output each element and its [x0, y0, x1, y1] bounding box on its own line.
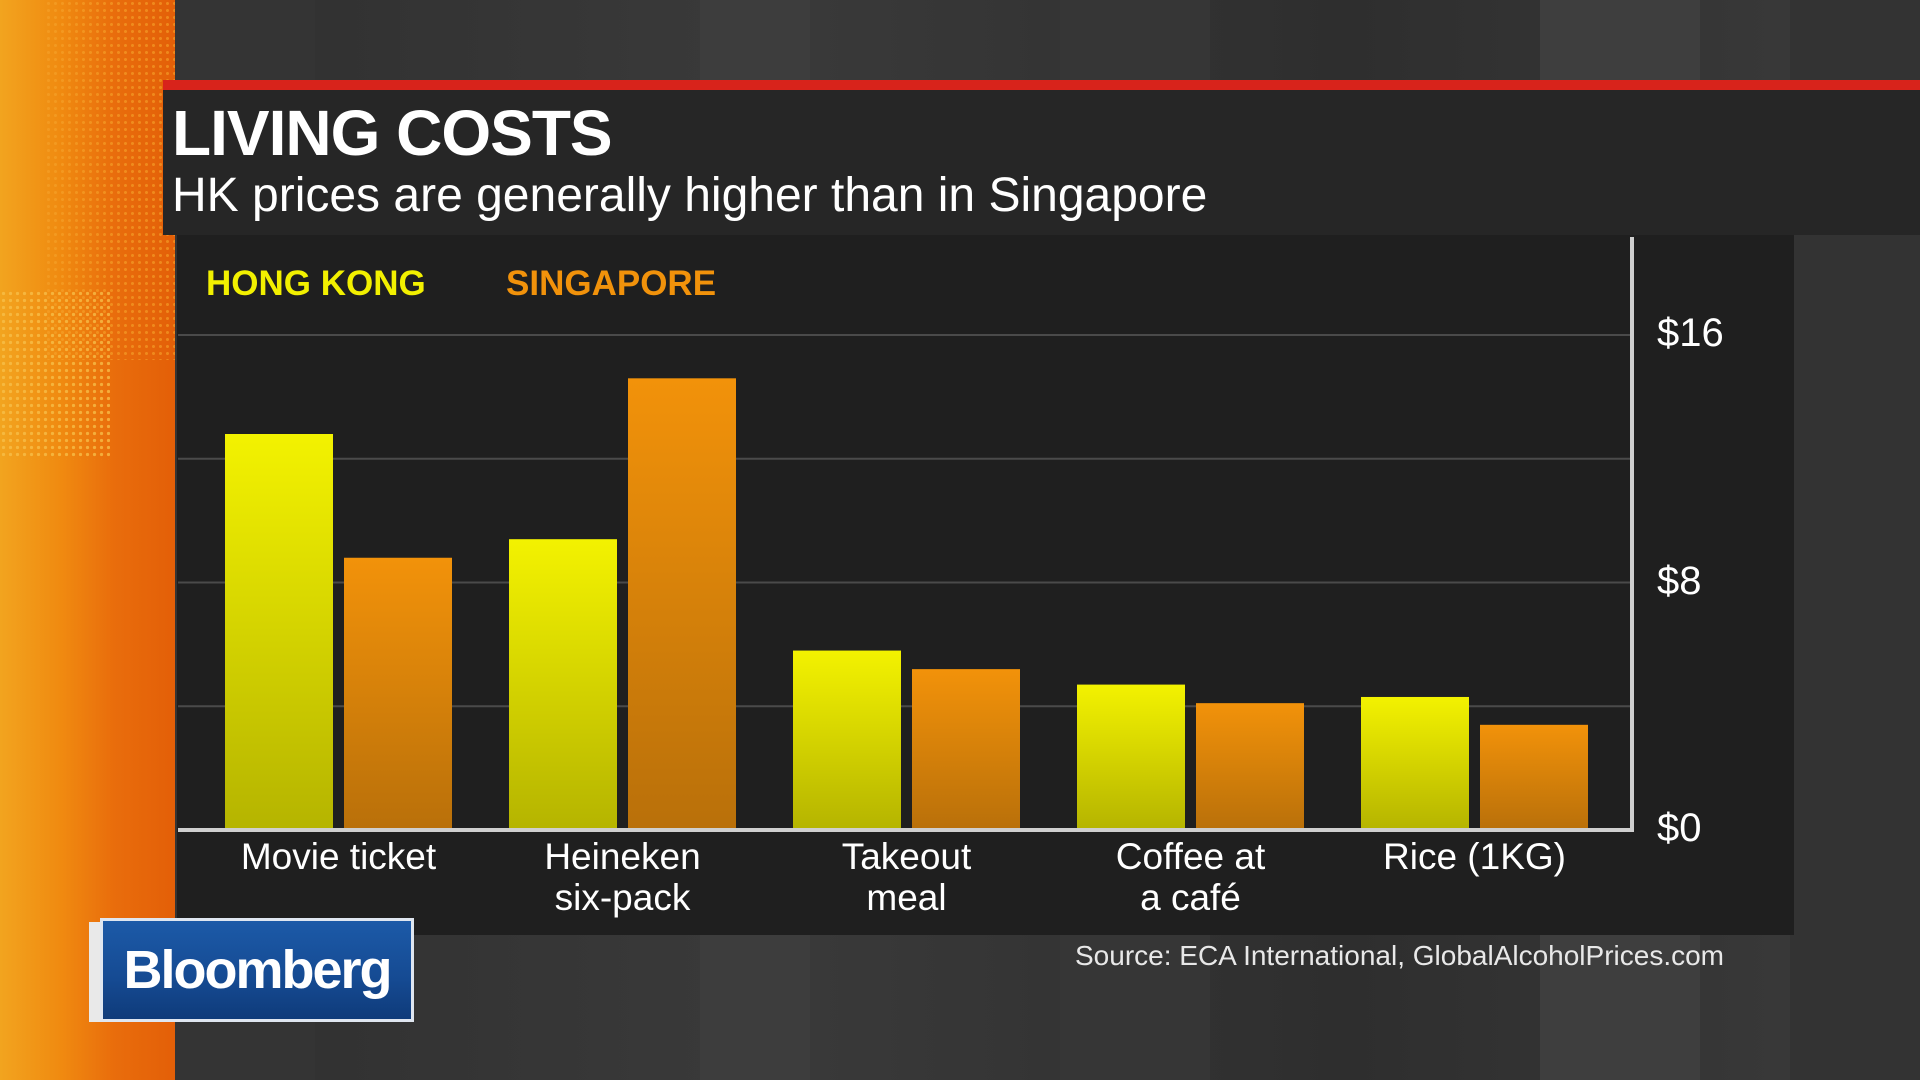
header-accent-line: [163, 80, 1920, 90]
category-label: Coffee at a café: [1051, 836, 1331, 918]
bar-singapore: [912, 669, 1020, 830]
halftone-pattern: [0, 290, 110, 460]
bar-hong-kong: [793, 650, 901, 830]
category-label-line: Heineken: [544, 836, 701, 877]
header-band: [163, 80, 1920, 235]
category-label-line: Rice (1KG): [1383, 836, 1566, 877]
category-label: Rice (1KG): [1335, 836, 1615, 877]
orange-side-panel: [0, 0, 175, 1080]
y-tick-label: $8: [1657, 558, 1702, 603]
logo-edge: [89, 922, 101, 1022]
chart-title: LIVING COSTS: [172, 97, 613, 169]
bar-hong-kong: [1077, 684, 1185, 830]
bar-singapore: [628, 378, 736, 830]
category-label-line: six-pack: [554, 877, 691, 918]
category-label-line: meal: [866, 877, 947, 918]
logo-text: Bloomberg: [123, 940, 392, 1000]
source-note: Source: ECA International, GlobalAlcohol…: [1075, 940, 1724, 971]
legend-hong-kong: HONG KONG: [206, 264, 426, 303]
y-tick-label: $16: [1657, 311, 1724, 355]
bar-singapore: [344, 557, 452, 830]
y-tick-label: $0: [1657, 806, 1702, 850]
category-label-line: Takeout: [841, 836, 972, 877]
category-label-line: Movie ticket: [240, 836, 437, 877]
bar-hong-kong: [509, 539, 617, 830]
category-label-line: Coffee at: [1115, 836, 1266, 877]
category-label: Heineken six-pack: [483, 836, 763, 918]
category-label: Movie ticket: [199, 836, 479, 877]
legend-singapore: SINGAPORE: [506, 264, 717, 303]
bar-hong-kong: [225, 434, 333, 830]
chart-subtitle: HK prices are generally higher than in S…: [172, 169, 1208, 222]
bloomberg-logo: Bloomberg: [100, 918, 414, 1022]
bar-hong-kong: [1361, 696, 1469, 830]
bar-singapore: [1480, 724, 1588, 830]
category-label: Takeout meal: [767, 836, 1047, 918]
category-label-line: a café: [1140, 877, 1241, 918]
bar-singapore: [1196, 703, 1304, 830]
